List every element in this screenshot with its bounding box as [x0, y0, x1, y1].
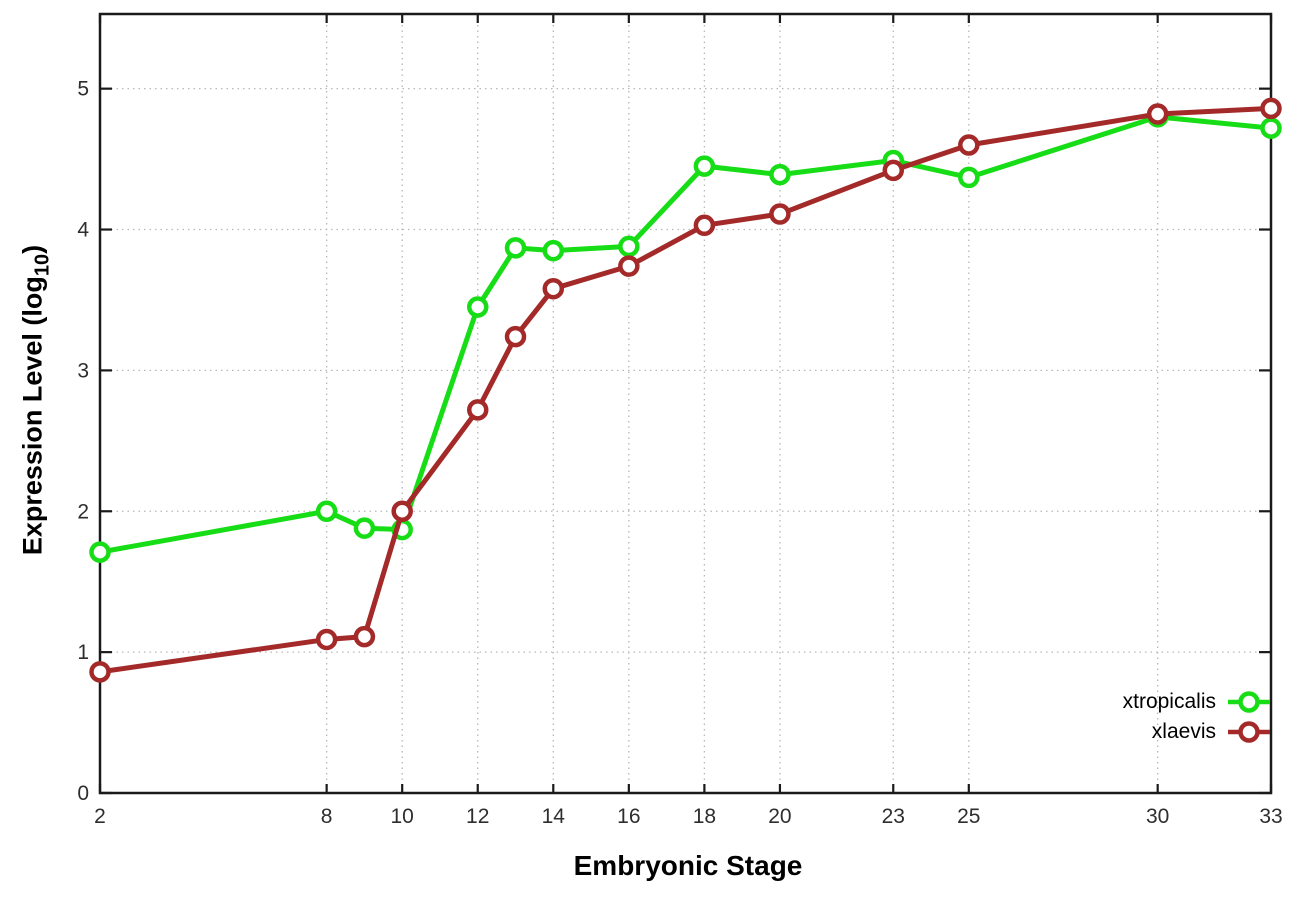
x-tick-label: 10 — [391, 805, 414, 828]
legend: xtropicalis xlaevis — [1123, 687, 1272, 747]
legend-item-xlaevis: xlaevis — [1123, 717, 1272, 747]
data-point-xlaevis — [542, 277, 565, 300]
data-point-xtropicalis — [315, 500, 338, 523]
x-tick-label: 12 — [466, 805, 489, 828]
x-tick-label: 23 — [882, 805, 905, 828]
data-point-xlaevis — [882, 159, 905, 182]
data-point-xtropicalis — [542, 239, 565, 262]
data-point-xlaevis — [618, 255, 640, 277]
data-point-xlaevis — [958, 134, 980, 156]
y-axis-title-subscript: 10 — [31, 253, 54, 277]
data-point-xtropicalis — [618, 235, 640, 258]
data-point-xtropicalis — [958, 166, 980, 189]
data-point-xtropicalis — [1260, 117, 1282, 139]
data-point-xlaevis — [693, 214, 716, 237]
y-tick-label: 3 — [77, 359, 89, 382]
y-tick-label: 0 — [77, 782, 89, 805]
y-axis-title-suffix: ) — [17, 244, 48, 254]
data-point-xlaevis — [504, 325, 527, 348]
plot-border — [98, 12, 1273, 795]
legend-item-xtropicalis: xtropicalis — [1123, 687, 1272, 717]
x-tick-label: 33 — [1259, 805, 1282, 828]
series-line-xlaevis — [97, 105, 1274, 675]
legend-label: xtropicalis — [1122, 690, 1216, 713]
y-tick-label: 4 — [77, 219, 89, 242]
x-tick-label: 2 — [94, 805, 106, 828]
y-axis-title-text: Expression Level (log — [17, 276, 48, 556]
data-point-xtropicalis — [504, 237, 527, 259]
x-axis-title: Embryonic Stage — [573, 850, 803, 881]
data-point-xlaevis — [769, 203, 791, 225]
data-point-xlaevis — [466, 399, 489, 421]
x-tick-label: 30 — [1146, 805, 1169, 828]
data-point-xlaevis — [1146, 103, 1169, 125]
data-point-xtropicalis — [353, 517, 376, 539]
y-tick-label: 1 — [77, 641, 89, 664]
data-point-xtropicalis — [89, 541, 111, 563]
line-point-sample-icon — [1228, 691, 1270, 713]
x-tick-label: 25 — [957, 805, 980, 828]
x-tick-label: 20 — [768, 805, 791, 828]
data-point-xlaevis — [89, 661, 111, 683]
series-line-xtropicalis — [97, 114, 1274, 555]
data-point-xtropicalis — [693, 155, 716, 177]
legend-label: xlaevis — [1151, 720, 1216, 743]
data-point-xlaevis — [353, 625, 376, 648]
data-point-xlaevis — [391, 500, 413, 523]
x-tick-label: 16 — [617, 805, 640, 828]
data-point-xtropicalis — [769, 163, 791, 186]
x-tick-label: 8 — [321, 805, 333, 828]
x-tick-label: 14 — [542, 805, 566, 828]
data-point-xlaevis — [1260, 97, 1282, 120]
line-point-sample-icon — [1228, 721, 1270, 743]
data-point-xtropicalis — [466, 296, 489, 318]
y-axis-title: Expression Level (log10) — [18, 245, 55, 555]
data-point-xlaevis — [315, 628, 338, 651]
x-tick-label: 18 — [693, 805, 716, 828]
y-tick-label: 2 — [77, 500, 89, 523]
y-tick-label: 5 — [77, 78, 89, 101]
